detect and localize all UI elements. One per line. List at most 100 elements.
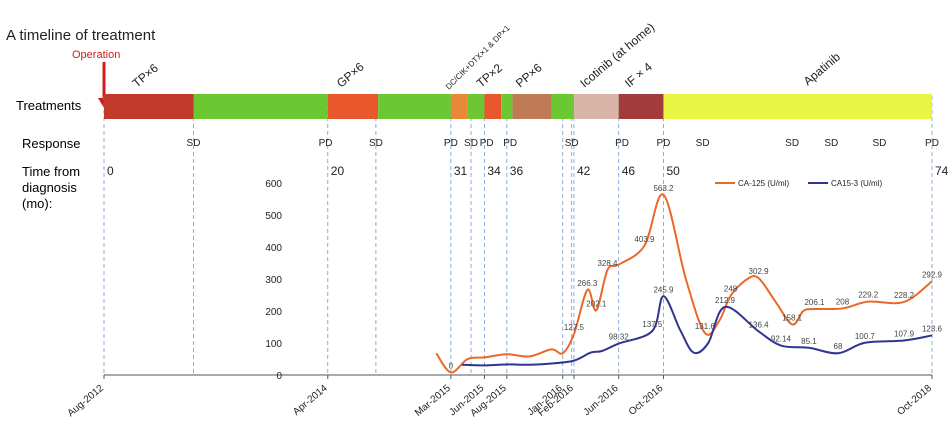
data-label: 131.6 — [695, 322, 716, 331]
legend-label: CA15-3 (U/ml) — [831, 179, 882, 188]
y-tick-label: 500 — [265, 211, 282, 222]
tumor-marker-chart: 0 100 200 300 400 500 600 Aug-2012 Apr-2014 Mar-… — [66, 179, 943, 419]
series-lines: 0 127.5 266.3 202.1 328.4 403.9 563.2 131.6 248 3… — [435, 184, 943, 374]
y-axis: 0 100 200 300 400 500 600 — [104, 179, 932, 382]
data-label: 228.2 — [894, 291, 915, 300]
data-label: 248 — [724, 285, 738, 294]
time-label: 74 — [935, 164, 948, 178]
treatment-segment — [450, 94, 468, 119]
time-from-diagnosis-row: 0 20 31 34 36 42 46 50 74 — [107, 164, 948, 178]
response-row: SD PD SD PD SD PD PD SD PD PD SD SD SD SD PD — [187, 138, 939, 149]
data-label: 136.4 — [749, 320, 770, 329]
ca125-line — [435, 193, 933, 374]
response-label: SD — [872, 138, 886, 149]
time-label: 34 — [487, 164, 501, 178]
time-label: 0 — [107, 164, 114, 178]
time-label: 31 — [454, 164, 468, 178]
response-label: PD — [444, 138, 458, 149]
treatment-label: PP×6 — [513, 60, 545, 90]
data-label: 100.7 — [855, 332, 876, 341]
treatment-segment — [618, 94, 664, 119]
data-label: 92.14 — [771, 335, 792, 344]
data-label: 0 — [449, 361, 454, 370]
data-label: 229.2 — [858, 291, 879, 300]
figure-title: A timeline of treatment — [6, 27, 156, 44]
treatment-segment — [551, 94, 574, 119]
data-label: 137.5 — [642, 320, 663, 329]
data-label: 292.9 — [922, 270, 943, 279]
y-tick-label: 0 — [276, 371, 282, 382]
treatment-label: Icotinib (at home) — [577, 20, 657, 90]
data-label: 107.9 — [894, 329, 915, 338]
treatment-segment — [467, 94, 485, 119]
response-label: PD — [615, 138, 629, 149]
response-label: SD — [565, 138, 579, 149]
data-label: 127.5 — [564, 323, 585, 332]
x-tick-label: Oct-2016 — [627, 383, 666, 418]
time-label: 46 — [622, 164, 636, 178]
treatment-bar: TP×6 GP×6 DC/CIK+DTX×1 & DP×1TP×2 PP×6 Icoti… — [104, 20, 932, 119]
data-label: 202.1 — [586, 299, 607, 308]
treatments-row-label: Treatments — [16, 98, 82, 113]
treatment-label: TP×2 — [474, 61, 505, 91]
y-tick-label: 400 — [265, 243, 282, 254]
treatment-label: Apatinib — [801, 49, 843, 88]
data-label: 328.4 — [597, 259, 618, 268]
treatment-segment — [512, 94, 552, 119]
response-label: SD — [464, 138, 478, 149]
y-tick-label: 200 — [265, 307, 282, 318]
data-label: 158.1 — [782, 313, 803, 322]
treatment-segment — [104, 94, 194, 119]
y-tick-label: 300 — [265, 275, 282, 286]
data-label: 85.1 — [801, 337, 817, 346]
treatment-segment — [663, 94, 932, 119]
time-label: 36 — [510, 164, 524, 178]
time-label: 50 — [666, 164, 680, 178]
data-label: 403.9 — [634, 235, 655, 244]
time-row-label-line2: diagnosis — [22, 180, 77, 195]
response-label: SD — [785, 138, 799, 149]
response-label: SD — [369, 138, 383, 149]
treatment-label: TP×6 — [130, 61, 161, 91]
chart-legend: CA-125 (U/ml) CA15-3 (U/ml) — [715, 179, 882, 188]
treatment-label: GP×6 — [334, 59, 367, 90]
response-label: SD — [187, 138, 201, 149]
x-tick-label: Apr-2014 — [291, 383, 330, 418]
data-label: 245.9 — [653, 285, 674, 294]
response-row-label: Response — [22, 136, 81, 151]
ca153-line — [462, 295, 933, 367]
month-guide-lines — [103, 96, 933, 375]
data-label: 266.3 — [577, 279, 598, 288]
time-label: 20 — [331, 164, 345, 178]
data-label: 98.32 — [609, 333, 630, 342]
treatment-segment — [573, 94, 619, 119]
legend-label: CA-125 (U/ml) — [738, 179, 789, 188]
response-label: PD — [480, 138, 494, 149]
data-label: 206.1 — [804, 298, 825, 307]
treatment-segment — [378, 94, 451, 119]
time-label: 42 — [577, 164, 591, 178]
x-tick-label: Oct-2018 — [895, 383, 934, 418]
response-label: PD — [319, 138, 333, 149]
time-row-label-line1: Time from — [22, 164, 80, 179]
y-tick-label: 100 — [265, 339, 282, 350]
x-tick-label: Jun-2016 — [582, 383, 621, 419]
operation-label: Operation — [72, 49, 120, 61]
treatment-label: IF × 4 — [622, 59, 655, 90]
data-label: 208 — [836, 297, 850, 306]
response-label: PD — [657, 138, 671, 149]
data-label: 563.2 — [653, 184, 674, 193]
response-label: SD — [696, 138, 710, 149]
time-row-label-line3: (mo): — [22, 196, 52, 211]
data-label: 68 — [834, 342, 843, 351]
data-label: 302.9 — [749, 267, 770, 276]
x-tick-label: Aug-2012 — [66, 383, 107, 420]
x-tick-label: Mar-2015 — [413, 383, 453, 419]
response-label: PD — [925, 138, 939, 149]
treatment-segment — [327, 94, 379, 119]
treatment-segment — [193, 94, 328, 119]
response-label: SD — [824, 138, 838, 149]
response-label: PD — [503, 138, 517, 149]
treatment-segment — [484, 94, 502, 119]
